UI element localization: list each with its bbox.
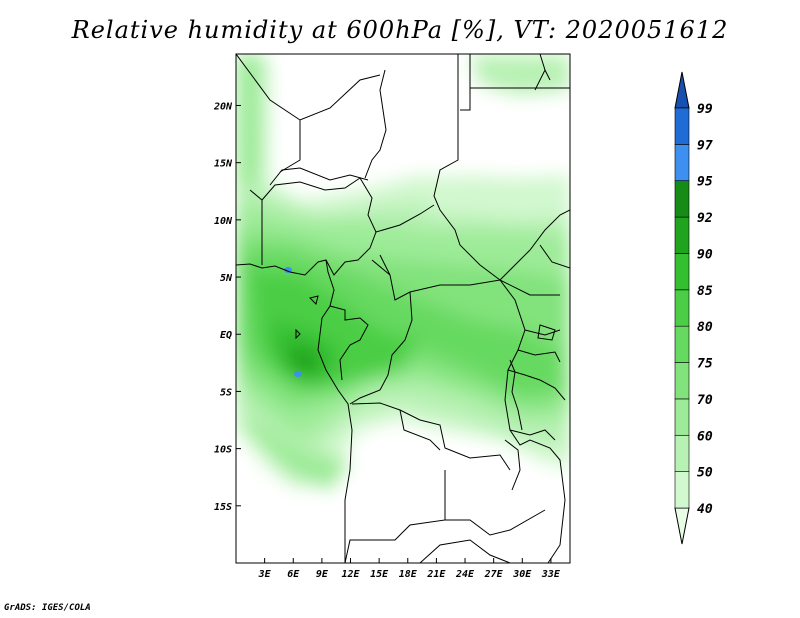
lon-tick-label: 18E (399, 569, 418, 580)
colorbar-label: 97 (697, 138, 713, 153)
colorbar-segment (674, 398, 690, 436)
colorbar-label: 40 (697, 502, 713, 517)
lat-tick-label: 5S (220, 387, 232, 398)
colorbar-label: 70 (697, 393, 713, 408)
latitude-axis: 20N 15N 10N 5N EQ 5S 10S 15S (213, 101, 241, 513)
colorbar-label: 95 (697, 175, 713, 190)
colorbar-top-arrow (674, 71, 690, 109)
lon-tick-label: 9E (316, 569, 329, 580)
colorbar-label: 99 (697, 102, 713, 117)
lon-tick-label: 6E (287, 569, 300, 580)
lon-tick-label: 12E (341, 569, 360, 580)
colorbar-label: 50 (697, 466, 713, 481)
lat-tick-label: 15S (214, 502, 232, 513)
colorbar-bottom-arrow (674, 507, 690, 545)
colorbar-segment (674, 362, 690, 400)
colorbar-label: 85 (697, 284, 713, 299)
lat-tick-label: 10S (214, 445, 232, 456)
colorbar-segment (674, 107, 690, 145)
colorbar-label: 60 (697, 429, 713, 444)
colorbar-segment (674, 180, 690, 218)
colorbar-segment (674, 325, 690, 363)
lon-tick-label: 33E (541, 569, 561, 580)
lat-tick-label: 10N (214, 216, 233, 227)
colorbar-segment (674, 434, 690, 472)
country-borders (236, 54, 570, 563)
colorbar-segment (674, 253, 690, 291)
colorbar: 40 50 60 70 75 80 85 90 92 95 97 99 (674, 71, 713, 545)
lat-tick-label: 5N (220, 273, 233, 284)
colorbar-segment (674, 216, 690, 254)
map-frame (235, 53, 571, 564)
colorbar-label: 75 (697, 357, 713, 372)
chart-title: Relative humidity at 600hPa [%], VT: 202… (71, 16, 729, 44)
longitude-axis: 3E 6E 9E 12E 15E 18E 21E 24E 27E 30E 33E (258, 558, 561, 580)
lon-tick-label: 24E (455, 569, 475, 580)
grads-credit: GrADS: IGES/COLA (4, 603, 91, 613)
lat-tick-label: 20N (213, 101, 233, 112)
lat-tick-label: EQ (220, 330, 232, 341)
lat-tick-label: 15N (214, 159, 233, 170)
lon-tick-label: 3E (258, 569, 272, 580)
colorbar-label: 90 (697, 247, 713, 262)
colorbar-segment (674, 144, 690, 182)
humidity-field (236, 54, 570, 563)
colorbar-label: 80 (697, 320, 713, 335)
lon-tick-label: 27E (484, 569, 504, 580)
lon-tick-label: 21E (426, 569, 446, 580)
lon-tick-label: 15E (370, 569, 389, 580)
colorbar-label: 92 (697, 211, 713, 226)
colorbar-segment (674, 289, 690, 327)
lon-tick-label: 30E (512, 569, 532, 580)
colorbar-segment (674, 471, 690, 509)
